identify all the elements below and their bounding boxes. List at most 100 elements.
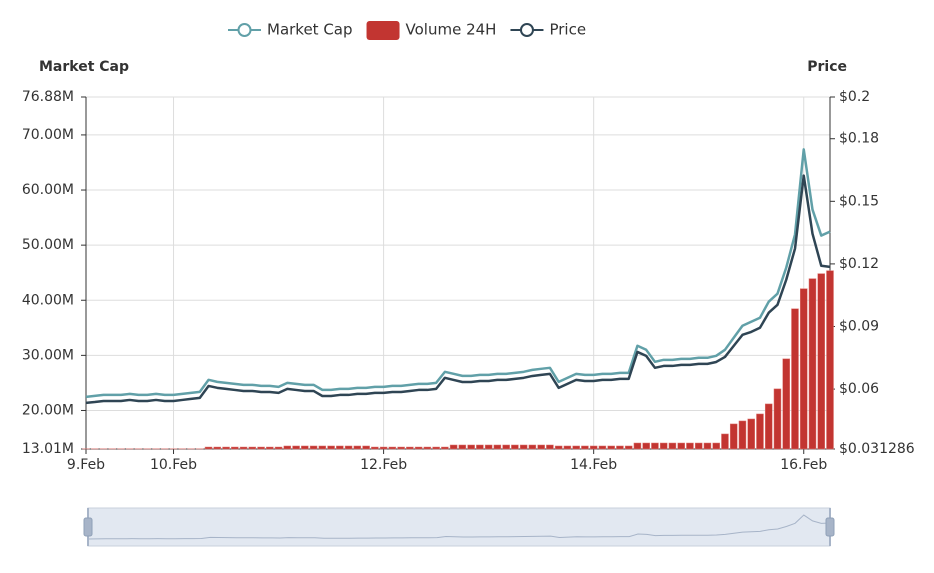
bar (598, 445, 607, 450)
bar (721, 433, 729, 450)
bar (703, 442, 712, 450)
y2-tick-label: $0.09 (839, 319, 879, 335)
bar (738, 420, 747, 450)
x-tick-label: 10.Feb (150, 457, 197, 473)
bar (476, 444, 484, 450)
bar (318, 445, 327, 450)
legend-swatch[interactable] (366, 21, 400, 40)
bar (589, 445, 598, 450)
bar (493, 444, 502, 450)
y-axis-name: Market Cap (39, 59, 129, 75)
data-zoom-preview (87, 514, 831, 540)
bar (677, 442, 685, 450)
bar (467, 444, 475, 450)
bar (624, 445, 633, 450)
bar (283, 445, 292, 450)
y-tick-label: 13.01M (22, 441, 74, 457)
bar (414, 446, 423, 450)
legend-label[interactable]: Volume 24H (406, 21, 497, 39)
bar (432, 446, 440, 450)
bar (808, 278, 817, 450)
bar (379, 446, 388, 450)
bar (651, 442, 659, 450)
y2-axis-name: Price (807, 59, 847, 75)
bar (336, 445, 344, 450)
data-zoom-handle[interactable] (825, 517, 835, 537)
bar (274, 446, 283, 450)
y2-tick-label: $0.031286 (839, 441, 915, 457)
bar (791, 308, 799, 450)
legend-label[interactable]: Market Cap (267, 21, 353, 39)
bar (484, 444, 493, 450)
bar (633, 442, 642, 450)
bar (799, 288, 808, 450)
bar (502, 444, 510, 450)
y2-tick-label: $0.15 (839, 193, 879, 209)
legend-swatch[interactable] (519, 23, 534, 37)
bar (817, 273, 825, 450)
y-tick-label: 40.00M (22, 292, 74, 308)
bar (371, 446, 379, 450)
bar (642, 442, 650, 450)
y-tick-label: 20.00M (22, 402, 74, 418)
bar (519, 444, 528, 450)
legend-label[interactable]: Price (549, 21, 586, 39)
y2-tick-label: $0.06 (839, 381, 879, 397)
bar (729, 423, 738, 450)
y2-tick-label: $0.18 (839, 131, 879, 147)
line (85, 174, 831, 405)
bar (554, 445, 563, 450)
y-tick-label: 70.00M (22, 127, 74, 143)
legend-swatch[interactable] (237, 23, 252, 37)
bar (222, 446, 230, 450)
y2-tick-label: $0.12 (839, 256, 879, 272)
bar (309, 445, 318, 450)
bar (528, 444, 537, 450)
bar (239, 446, 248, 450)
bar (344, 445, 353, 450)
bar (353, 445, 362, 450)
y-tick-label: 76.88M (22, 89, 74, 105)
bar (764, 403, 773, 450)
bar (756, 413, 764, 450)
bar (397, 446, 405, 450)
bar (563, 445, 572, 450)
bar (572, 445, 580, 450)
bar (581, 445, 589, 450)
y-tick-label: 50.00M (22, 237, 74, 253)
bar (458, 444, 467, 450)
x-tick-label: 16.Feb (780, 457, 827, 473)
bar (546, 444, 554, 450)
bar (449, 444, 458, 450)
bar (782, 358, 790, 450)
bar (747, 418, 755, 450)
bar (301, 445, 309, 450)
bar (712, 442, 720, 450)
bar (423, 446, 432, 450)
bar (327, 445, 335, 450)
y2-tick-label: $0.2 (839, 89, 870, 105)
bar (292, 445, 300, 450)
bar (406, 446, 414, 450)
x-tick-label: 14.Feb (570, 457, 617, 473)
bar (257, 446, 265, 450)
bar (686, 442, 694, 450)
y-tick-label: 30.00M (22, 347, 74, 363)
bar (659, 442, 668, 450)
data-zoom-slider[interactable] (87, 507, 831, 547)
bar (694, 442, 703, 450)
bar (266, 446, 274, 450)
y-tick-label: 60.00M (22, 182, 74, 198)
data-zoom-handle[interactable] (83, 517, 93, 537)
bar (537, 444, 545, 450)
x-tick-label: 12.Feb (360, 457, 407, 473)
bar (248, 446, 257, 450)
bar (616, 445, 624, 450)
bar (668, 442, 677, 450)
bar (204, 446, 213, 450)
bar (362, 445, 370, 450)
bar (511, 444, 519, 450)
bar (388, 446, 397, 450)
bar (213, 446, 222, 450)
